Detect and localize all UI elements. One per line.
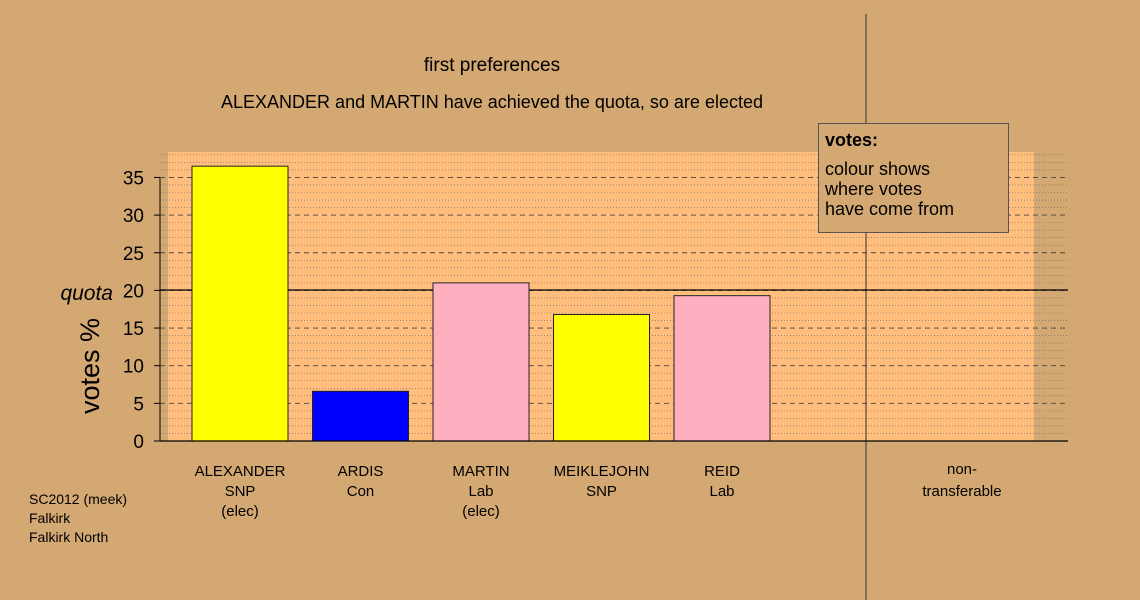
- bar-reid: [673, 295, 771, 442]
- y-tick-label: 35: [123, 168, 144, 189]
- y-tick-label: 10: [123, 357, 144, 378]
- y-tick-label: 30: [123, 206, 144, 227]
- y-tick-label: 0: [133, 432, 144, 453]
- nontransferable-label: non-: [947, 461, 977, 478]
- y-tick-label: 25: [123, 244, 144, 265]
- candidate-name: ALEXANDER: [195, 463, 286, 480]
- y-tick-label: 15: [123, 319, 144, 340]
- source-info: SC2012 (meek) Falkirk Falkirk North: [29, 490, 127, 547]
- bars: [191, 165, 771, 442]
- quota-label: quota: [60, 282, 113, 305]
- y-ticks: 0 5 10 15 20 25 30 35: [123, 168, 160, 453]
- candidate-name: REID: [704, 463, 740, 480]
- y-axis-label: votes %: [75, 318, 105, 414]
- legend-title: votes:: [825, 130, 879, 150]
- source-election: SC2012 (meek): [29, 491, 128, 507]
- candidate-name: MEIKLEJOHN: [554, 463, 650, 480]
- source-ward: Falkirk North: [29, 529, 109, 545]
- bar-alexander: [191, 165, 289, 442]
- x-labels: ALEXANDER SNP (elec) ARDIS Con MARTIN Lab (elec…: [195, 461, 1002, 520]
- candidate-party: Con: [347, 483, 375, 500]
- chart-subtitle: ALEXANDER and MARTIN have achieved the q…: [221, 92, 763, 112]
- legend-line: where votes: [825, 179, 923, 199]
- legend-line: colour shows: [825, 159, 931, 179]
- candidate-name: ARDIS: [338, 463, 384, 480]
- candidate-party: SNP: [586, 483, 617, 500]
- candidate-name: MARTIN: [452, 463, 509, 480]
- legend-box: votes: colour shows where votes have com…: [818, 123, 1009, 233]
- candidate-status: (elec): [462, 503, 500, 520]
- bar-meiklejohn: [553, 313, 650, 442]
- y-tick-label: 5: [133, 394, 144, 415]
- legend-line: have come from: [825, 199, 955, 219]
- bar-ardis: [312, 390, 409, 442]
- candidate-party: Lab: [468, 483, 493, 500]
- nontransferable-label: transferable: [922, 483, 1001, 500]
- candidate-party: Lab: [709, 483, 734, 500]
- bar-martin: [432, 282, 530, 442]
- candidate-status: (elec): [221, 503, 259, 520]
- y-tick-label: 20: [123, 281, 144, 302]
- chart-title: first preferences: [424, 55, 560, 76]
- candidate-party: SNP: [225, 483, 256, 500]
- source-council: Falkirk: [29, 510, 71, 526]
